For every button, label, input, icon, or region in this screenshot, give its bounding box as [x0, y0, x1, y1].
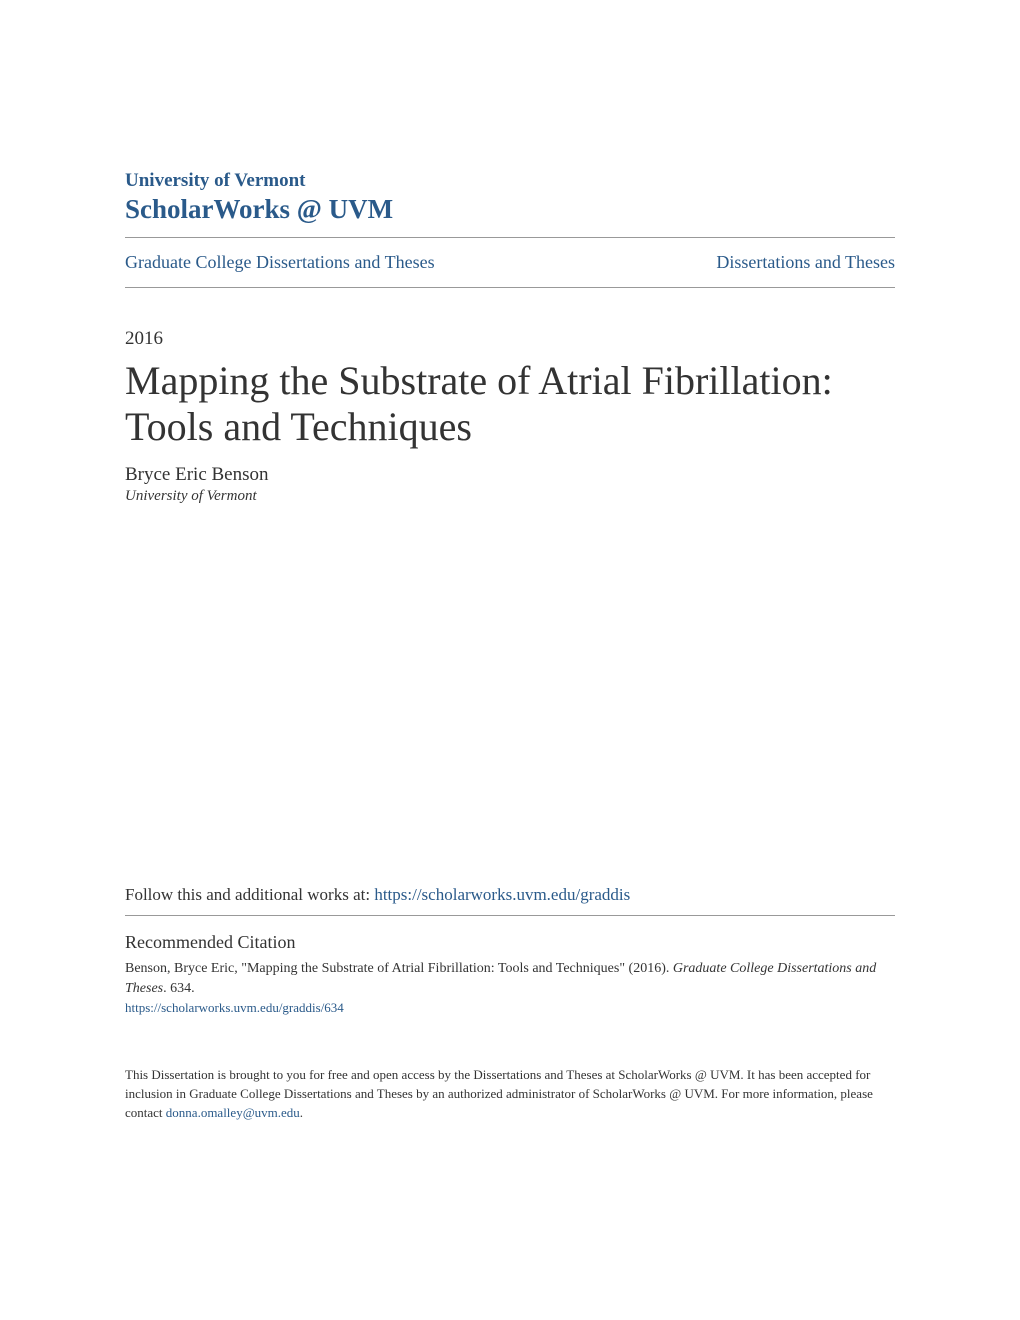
follow-text: Follow this and additional works at: htt…	[125, 885, 895, 905]
institution-name: University of Vermont	[125, 170, 895, 192]
follow-prefix: Follow this and additional works at:	[125, 885, 374, 904]
publication-year: 2016	[125, 328, 895, 350]
header-divider-bottom	[125, 287, 895, 288]
breadcrumb-collection-link[interactable]: Graduate College Dissertations and These…	[125, 252, 435, 273]
document-header: University of Vermont ScholarWorks @ UVM	[125, 170, 895, 225]
breadcrumb-row: Graduate College Dissertations and These…	[125, 238, 895, 287]
citation-link[interactable]: https://scholarworks.uvm.edu/graddis/634	[125, 1000, 895, 1016]
citation-part1: Benson, Bryce Eric, "Mapping the Substra…	[125, 961, 673, 976]
citation-section: Recommended Citation Benson, Bryce Eric,…	[125, 932, 895, 1016]
footer-text: This Dissertation is brought to you for …	[125, 1066, 895, 1123]
repository-link[interactable]: ScholarWorks @ UVM	[125, 194, 895, 225]
document-title: Mapping the Substrate of Atrial Fibrilla…	[125, 358, 895, 450]
follow-divider	[125, 915, 895, 916]
citation-text: Benson, Bryce Eric, "Mapping the Substra…	[125, 959, 895, 998]
follow-link[interactable]: https://scholarworks.uvm.edu/graddis	[374, 885, 630, 904]
breadcrumb-category-link[interactable]: Dissertations and Theses	[716, 252, 895, 273]
footer-email-link[interactable]: donna.omalley@uvm.edu	[166, 1105, 300, 1120]
citation-part2: . 634.	[163, 981, 195, 996]
footer-part2: .	[300, 1105, 303, 1120]
author-name: Bryce Eric Benson	[125, 464, 895, 486]
author-affiliation: University of Vermont	[125, 488, 895, 505]
follow-section: Follow this and additional works at: htt…	[125, 885, 895, 916]
document-meta: 2016 Mapping the Substrate of Atrial Fib…	[125, 328, 895, 505]
footer-section: This Dissertation is brought to you for …	[125, 1066, 895, 1123]
citation-heading: Recommended Citation	[125, 932, 895, 953]
